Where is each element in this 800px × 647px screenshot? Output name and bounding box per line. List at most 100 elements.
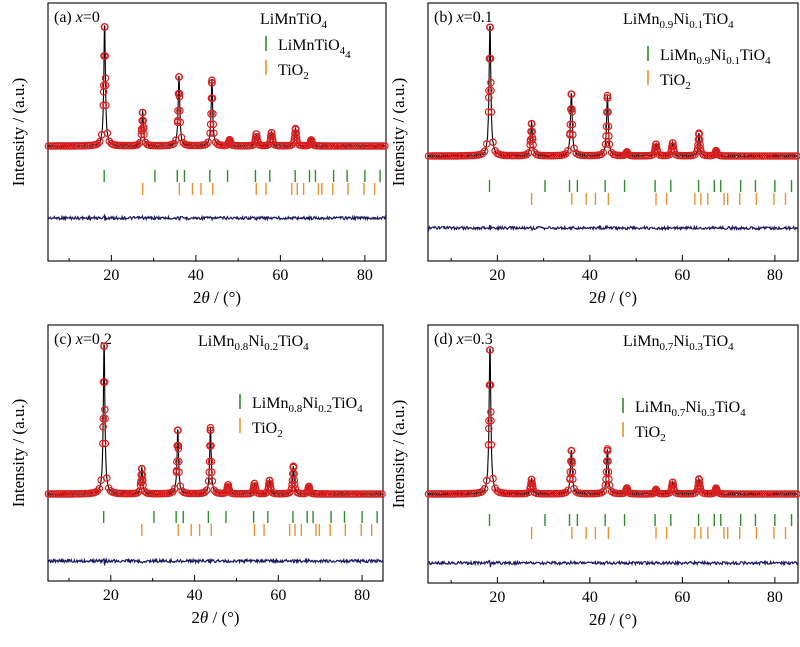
- plot-frame: [47, 324, 384, 582]
- observed-points: [44, 23, 389, 150]
- y-axis-label: Intensity / (a.u.): [9, 78, 28, 187]
- observed-point: [209, 110, 217, 118]
- observed-point: [480, 147, 489, 156]
- observed-point: [381, 142, 389, 150]
- observed-point: [486, 346, 495, 354]
- calculated-profile: [427, 348, 799, 497]
- x-tick-label: 40: [582, 267, 598, 284]
- x-tick-label: 80: [357, 267, 373, 284]
- x-tick-label: 60: [674, 589, 690, 606]
- observed-point: [568, 120, 577, 129]
- x-tick-label: 60: [674, 267, 690, 284]
- observed-point: [528, 135, 537, 144]
- y-axis-label: Intensity / (a.u.): [389, 400, 408, 509]
- observed-point: [206, 426, 215, 435]
- legend-label-tio2: TiO2: [252, 420, 283, 440]
- observed-point: [308, 140, 317, 148]
- observed-point: [605, 132, 613, 140]
- legend-label-tio2: TiO2: [660, 72, 691, 92]
- plot-frame: [47, 2, 387, 262]
- calculated-profile: [427, 25, 799, 159]
- observed-point: [251, 482, 259, 490]
- x-tick-label: 20: [103, 587, 119, 604]
- observed-point: [602, 475, 610, 484]
- observed-point: [604, 457, 612, 466]
- observed-point: [484, 440, 493, 449]
- observed-point: [292, 133, 301, 142]
- observed-point: [567, 90, 576, 99]
- observed-point: [100, 378, 109, 386]
- observed-point: [568, 475, 577, 484]
- observed-point: [175, 457, 183, 466]
- x-tick-label: 60: [272, 267, 288, 284]
- observed-point: [566, 120, 575, 129]
- observed-point: [174, 426, 182, 435]
- observed-point: [652, 140, 661, 149]
- observed-point: [204, 138, 212, 147]
- observed-point: [201, 488, 209, 497]
- observed-point: [713, 488, 722, 496]
- observed-point: [208, 94, 217, 103]
- observed-point: [209, 120, 218, 129]
- observed-point: [202, 486, 211, 495]
- difference-curve: [47, 557, 384, 566]
- observed-point: [485, 416, 493, 425]
- observed-point: [293, 136, 301, 145]
- difference-curve: [47, 213, 387, 222]
- observed-point: [208, 79, 216, 87]
- x-tick-label: 40: [188, 267, 204, 284]
- observed-point: [133, 489, 141, 497]
- observed-point: [669, 481, 678, 490]
- observed-point: [204, 477, 213, 485]
- observed-points: [424, 346, 800, 498]
- panel-b: 20 40 60 80 2θ / (°) Intensity / (a.u.) (b) x=…: [389, 2, 800, 307]
- observed-point: [290, 480, 299, 489]
- observed-point: [139, 116, 148, 125]
- observed-point: [696, 144, 705, 153]
- observed-point: [669, 478, 677, 487]
- observed-point: [486, 381, 495, 389]
- observed-point: [103, 129, 112, 138]
- observed-point: [173, 118, 182, 127]
- observed-point: [568, 468, 577, 476]
- observed-point: [566, 475, 574, 484]
- observed-point: [101, 74, 110, 82]
- observed-point: [487, 78, 495, 87]
- observed-point: [670, 147, 678, 156]
- observed-point: [599, 148, 608, 157]
- observed-point: [207, 457, 216, 466]
- observed-point: [485, 86, 493, 95]
- observed-point: [208, 468, 216, 477]
- observed-point: [95, 484, 104, 493]
- difference-curve: [427, 559, 799, 568]
- compound-title: LiMn0.7Ni0.3TiO4: [623, 333, 734, 353]
- observed-point: [172, 468, 181, 477]
- observed-point: [602, 122, 611, 131]
- observed-point: [624, 150, 633, 159]
- observed-point: [489, 138, 497, 147]
- observed-point: [570, 144, 578, 153]
- panel-c: 20 40 60 80 2θ / (°) Intensity / (a.u.) (c) x=…: [9, 324, 386, 627]
- observed-point: [529, 141, 537, 149]
- observed-point: [266, 479, 274, 488]
- observed-point: [291, 125, 300, 134]
- observed-point: [604, 122, 613, 131]
- observed-point: [484, 93, 493, 102]
- observed-point: [101, 414, 109, 423]
- observed-point: [138, 477, 147, 485]
- observed-point: [174, 441, 183, 450]
- compound-title: LiMnTiO4: [260, 11, 328, 31]
- observed-point: [561, 488, 570, 497]
- observed-point: [527, 475, 536, 484]
- observed-point: [139, 125, 148, 133]
- panel-label: (a) x=0: [54, 9, 100, 26]
- observed-point: [522, 150, 531, 159]
- observed-point: [527, 119, 536, 128]
- observed-point: [176, 118, 185, 127]
- observed-point: [210, 129, 218, 138]
- observed-point: [487, 408, 495, 416]
- observed-point: [206, 423, 215, 432]
- observed-point: [478, 149, 487, 158]
- legend-label-main: LiMnTiO44: [278, 37, 351, 61]
